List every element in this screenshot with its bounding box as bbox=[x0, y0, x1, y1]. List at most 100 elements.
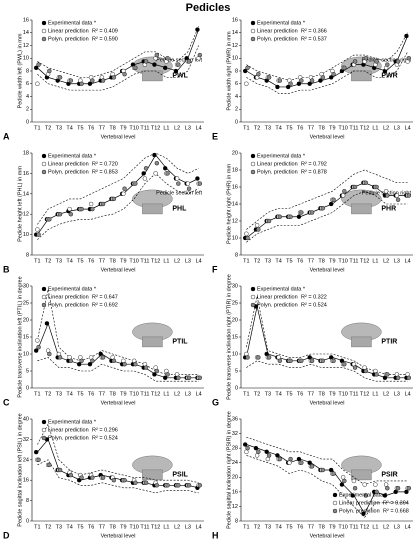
data-point bbox=[197, 483, 203, 488]
x-tick-label: T8 bbox=[318, 125, 324, 131]
x-tick-label: T6 bbox=[88, 524, 94, 530]
legend-label: Linear prediction bbox=[48, 161, 89, 167]
x-tick-label: L4 bbox=[405, 524, 411, 530]
data-point bbox=[245, 65, 250, 71]
data-point bbox=[342, 65, 347, 71]
data-point bbox=[266, 218, 272, 224]
data-point bbox=[350, 493, 355, 498]
data-point bbox=[351, 478, 357, 484]
legend-marker bbox=[41, 153, 47, 159]
x-tick-label: L3 bbox=[394, 391, 400, 397]
x-tick-label: T12 bbox=[151, 258, 160, 264]
x-tick-label: L3 bbox=[185, 524, 191, 530]
data-point bbox=[186, 483, 192, 488]
data-point bbox=[320, 75, 326, 80]
data-point bbox=[176, 181, 181, 186]
x-tick-label: T7 bbox=[99, 524, 105, 530]
data-point bbox=[152, 62, 157, 67]
x-tick-label: T5 bbox=[77, 391, 83, 397]
data-point bbox=[395, 197, 401, 202]
legend-label: Experimental data * bbox=[257, 286, 306, 292]
legend-marker bbox=[250, 294, 256, 300]
data-point bbox=[320, 358, 326, 363]
y-axis-label: Pedicle transverse inclination right (PT… bbox=[226, 274, 232, 400]
x-tick-label: T5 bbox=[77, 524, 83, 530]
data-point bbox=[256, 449, 261, 454]
data-point bbox=[197, 52, 203, 58]
data-point bbox=[186, 59, 192, 64]
y-tick-label: 0 bbox=[26, 119, 29, 125]
data-point bbox=[342, 189, 347, 194]
x-tick-label: T11 bbox=[349, 391, 358, 397]
data-point bbox=[277, 214, 283, 219]
band-line bbox=[37, 172, 199, 240]
data-point bbox=[185, 181, 191, 186]
x-tick-label: T12 bbox=[360, 125, 369, 131]
data-point bbox=[162, 65, 168, 71]
data-point bbox=[395, 375, 401, 380]
data-point bbox=[154, 368, 160, 374]
legend-label: Polyn. prediction bbox=[257, 169, 298, 175]
x-tick-label: L4 bbox=[196, 258, 202, 264]
band-line bbox=[37, 289, 199, 375]
x-tick-label: T4 bbox=[275, 524, 281, 530]
data-point bbox=[195, 27, 200, 32]
data-point bbox=[35, 338, 40, 343]
x-tick-label: T4 bbox=[66, 391, 72, 397]
x-tick-label: T3 bbox=[56, 391, 62, 397]
data-point bbox=[88, 201, 94, 207]
x-tick-label: T12 bbox=[360, 258, 369, 264]
y-tick-label: 14 bbox=[232, 30, 238, 36]
x-tick-label: T10 bbox=[338, 258, 347, 264]
x-tick-label: T8 bbox=[318, 258, 324, 264]
data-point bbox=[383, 189, 389, 194]
x-tick-label: T4 bbox=[66, 125, 72, 131]
y-tick-label: 16 bbox=[23, 478, 29, 484]
x-tick-label: T1 bbox=[243, 125, 249, 131]
data-point bbox=[288, 81, 293, 86]
legend-note: R² = 0.853 bbox=[92, 169, 118, 175]
data-point bbox=[197, 181, 203, 186]
y-axis-label: Pedicle width right (PWR) in mm bbox=[226, 31, 232, 111]
x-tick-label: T6 bbox=[88, 125, 94, 131]
legend-note: R² = 0.537 bbox=[301, 36, 327, 42]
legend-marker bbox=[41, 427, 47, 433]
x-tick-label: T3 bbox=[56, 524, 62, 530]
x-tick-label: T2 bbox=[45, 258, 51, 264]
vertebra-sketch bbox=[142, 203, 163, 215]
data-point bbox=[122, 362, 127, 367]
band-line bbox=[37, 26, 199, 78]
legend-marker bbox=[250, 161, 256, 167]
y-tick-label: 12 bbox=[232, 218, 238, 224]
data-point bbox=[152, 152, 157, 158]
panel-letter: E bbox=[212, 131, 218, 141]
data-point bbox=[244, 231, 249, 236]
y-tick-label: 12 bbox=[23, 212, 29, 218]
data-point bbox=[122, 478, 127, 483]
legend-note: R² = 0.409 bbox=[92, 28, 118, 34]
x-tick-label: T9 bbox=[120, 258, 126, 264]
x-axis-label: Vertebral level bbox=[310, 134, 345, 140]
x-tick-label: T12 bbox=[151, 524, 160, 530]
data-point bbox=[393, 489, 398, 495]
y-tick-label: 24 bbox=[232, 460, 238, 466]
legend-label: Polyn. prediction bbox=[48, 435, 89, 441]
legend-marker bbox=[41, 20, 47, 26]
data-point bbox=[277, 456, 283, 462]
x-tick-label: T2 bbox=[45, 524, 51, 530]
data-point bbox=[285, 84, 291, 90]
data-point bbox=[288, 456, 293, 462]
data-point bbox=[154, 160, 160, 166]
data-point bbox=[186, 186, 192, 191]
data-point bbox=[87, 81, 93, 86]
vertebra-sketch bbox=[142, 336, 163, 348]
data-point bbox=[57, 75, 63, 80]
data-point bbox=[361, 511, 366, 516]
x-tick-label: L1 bbox=[163, 391, 169, 397]
data-point bbox=[331, 197, 336, 202]
data-point bbox=[68, 358, 74, 363]
data-point bbox=[153, 171, 158, 176]
x-tick-label: T7 bbox=[308, 391, 314, 397]
data-point bbox=[342, 478, 347, 484]
x-tick-label: T4 bbox=[275, 125, 281, 131]
